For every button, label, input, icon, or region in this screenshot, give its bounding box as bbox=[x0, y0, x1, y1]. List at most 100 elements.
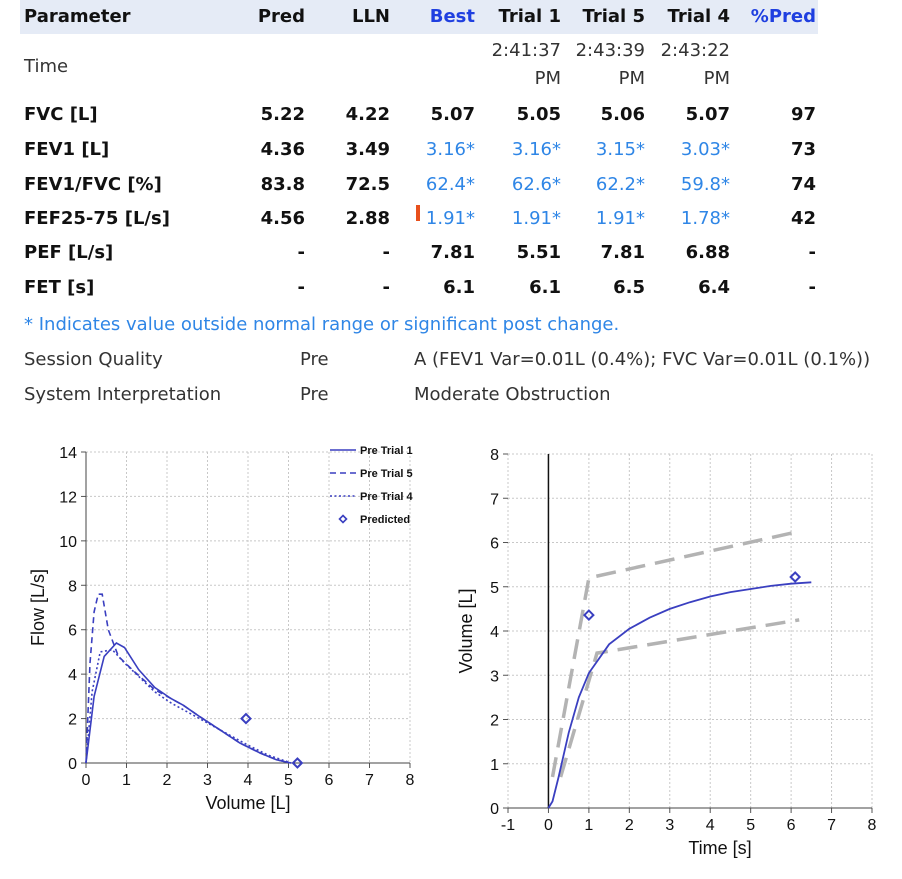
cell-t5: 7.81 bbox=[600, 242, 645, 263]
x-tick-label: 7 bbox=[827, 817, 836, 834]
table-row: PEF [L/s] - - 7.81 5.51 7.81 6.88 - bbox=[20, 242, 818, 272]
cell-lln: 2.88 bbox=[345, 208, 390, 229]
trial-4-time: 2:43:22 bbox=[660, 40, 730, 61]
range-note: * Indicates value outside normal range o… bbox=[24, 314, 620, 335]
cell-lln: - bbox=[382, 277, 390, 298]
y-tick-label: 8 bbox=[490, 447, 499, 464]
cell-t1: 5.51 bbox=[516, 242, 561, 263]
trial-1-time: 2:41:37 bbox=[491, 40, 561, 61]
series-pre-trial-5 bbox=[85, 593, 292, 764]
cell-t4: 59.8* bbox=[680, 174, 730, 195]
x-tick-label: 1 bbox=[584, 817, 593, 834]
x-tick-label: 4 bbox=[706, 817, 715, 834]
series-pre-trial-1 bbox=[547, 581, 812, 809]
y-tick-label: 12 bbox=[59, 489, 77, 506]
interpretation-label: System Interpretation bbox=[24, 384, 222, 405]
cell-t4: 3.03* bbox=[680, 139, 730, 160]
x-tick-label: -1 bbox=[501, 817, 515, 834]
cell-t4: 5.07 bbox=[685, 104, 730, 125]
predicted-point bbox=[291, 757, 304, 769]
cell-t1: 5.05 bbox=[516, 104, 561, 125]
trial-4-time-ampm: PM bbox=[703, 68, 730, 89]
header-pct-pred: %Pred bbox=[750, 6, 816, 27]
cell-pct: 42 bbox=[790, 208, 816, 229]
y-tick-label: 14 bbox=[59, 445, 77, 462]
y-tick-label: 5 bbox=[490, 580, 499, 597]
cell-best: 5.07 bbox=[430, 104, 475, 125]
cell-best: 3.16* bbox=[425, 139, 475, 160]
session-quality-label: Session Quality bbox=[24, 349, 163, 370]
cell-pred: 5.22 bbox=[260, 104, 305, 125]
x-tick-label: 7 bbox=[365, 772, 374, 789]
legend-label: Predicted bbox=[360, 514, 410, 526]
trial-5-time: 2:43:39 bbox=[575, 40, 645, 61]
cell-pred: 4.56 bbox=[260, 208, 305, 229]
y-tick-label: 0 bbox=[490, 801, 499, 818]
limit-lower bbox=[558, 618, 800, 778]
trial-1-time-ampm: PM bbox=[534, 68, 561, 89]
series-pre-trial-4 bbox=[85, 648, 292, 764]
x-tick-label: 5 bbox=[284, 772, 293, 789]
y-tick-label: 10 bbox=[59, 534, 77, 551]
time-label: Time bbox=[24, 56, 69, 77]
row-parameter: FEV1 [L] bbox=[24, 139, 110, 160]
legend-label: Pre Trial 5 bbox=[360, 468, 413, 480]
y-axis-label: Volume [L] bbox=[456, 588, 476, 673]
table-row: FEF25-75 [L/s] 4.56 2.88 1.91* 1.91* 1.91* 1.7… bbox=[20, 208, 818, 238]
cell-pct: 97 bbox=[790, 104, 816, 125]
cell-t5: 6.5 bbox=[613, 277, 645, 298]
y-tick-label: 0 bbox=[68, 756, 77, 773]
cell-pred: 83.8 bbox=[260, 174, 305, 195]
cell-best: 1.91* bbox=[425, 208, 475, 229]
table-row: FET [s] - - 6.1 6.1 6.5 6.4 - bbox=[20, 277, 818, 307]
y-tick-label: 4 bbox=[490, 624, 499, 641]
cell-lln: - bbox=[382, 242, 390, 263]
y-tick-label: 1 bbox=[490, 757, 499, 774]
x-tick-label: 1 bbox=[122, 772, 131, 789]
x-tick-label: 5 bbox=[746, 817, 755, 834]
cell-pct: - bbox=[808, 242, 816, 263]
x-tick-label: 6 bbox=[325, 772, 334, 789]
predicted-point bbox=[582, 609, 595, 621]
y-tick-label: 3 bbox=[490, 668, 499, 685]
cell-pred: - bbox=[297, 277, 305, 298]
cell-t5: 62.2* bbox=[595, 174, 645, 195]
table-row: FEV1/FVC [%] 83.8 72.5 62.4* 62.6* 62.2* 59.8*… bbox=[20, 174, 818, 204]
cell-pct: - bbox=[808, 277, 816, 298]
cell-best: 62.4* bbox=[425, 174, 475, 195]
y-tick-label: 8 bbox=[68, 578, 77, 595]
header-parameter: Parameter bbox=[24, 6, 131, 27]
x-tick-label: 6 bbox=[787, 817, 796, 834]
x-tick-label: 8 bbox=[868, 817, 877, 834]
interpretation-phase: Pre bbox=[300, 384, 329, 405]
header-trial-5: Trial 5 bbox=[582, 6, 645, 27]
cell-t5: 1.91* bbox=[595, 208, 645, 229]
row-parameter: FEV1/FVC [%] bbox=[24, 174, 162, 195]
cell-t4: 1.78* bbox=[680, 208, 730, 229]
cell-t1: 6.1 bbox=[529, 277, 561, 298]
cell-lln: 3.49 bbox=[345, 139, 390, 160]
header-lln: LLN bbox=[351, 6, 390, 27]
cell-pred: 4.36 bbox=[260, 139, 305, 160]
cell-lln: 72.5 bbox=[345, 174, 390, 195]
cell-t5: 3.15* bbox=[595, 139, 645, 160]
x-axis-label: Time [s] bbox=[688, 838, 751, 858]
series-pre-trial-1 bbox=[85, 641, 291, 764]
predicted-point bbox=[789, 571, 802, 583]
y-tick-label: 6 bbox=[68, 623, 77, 640]
header-pred: Pred bbox=[257, 6, 305, 27]
y-tick-label: 7 bbox=[490, 491, 499, 508]
interpretation-value: Moderate Obstruction bbox=[414, 384, 611, 405]
x-tick-label: 0 bbox=[82, 772, 91, 789]
y-tick-label: 2 bbox=[68, 712, 77, 729]
x-axis-label: Volume [L] bbox=[205, 793, 290, 813]
cell-t1: 62.6* bbox=[511, 174, 561, 195]
table-row: FVC [L] 5.22 4.22 5.07 5.05 5.06 5.07 97 bbox=[20, 104, 818, 134]
cell-pred: - bbox=[297, 242, 305, 263]
x-tick-label: 3 bbox=[203, 772, 212, 789]
cell-pct: 73 bbox=[790, 139, 816, 160]
x-tick-label: 0 bbox=[544, 817, 553, 834]
flag-marker bbox=[416, 205, 420, 221]
session-quality-value: A (FEV1 Var=0.01L (0.4%); FVC Var=0.01L … bbox=[414, 349, 871, 370]
